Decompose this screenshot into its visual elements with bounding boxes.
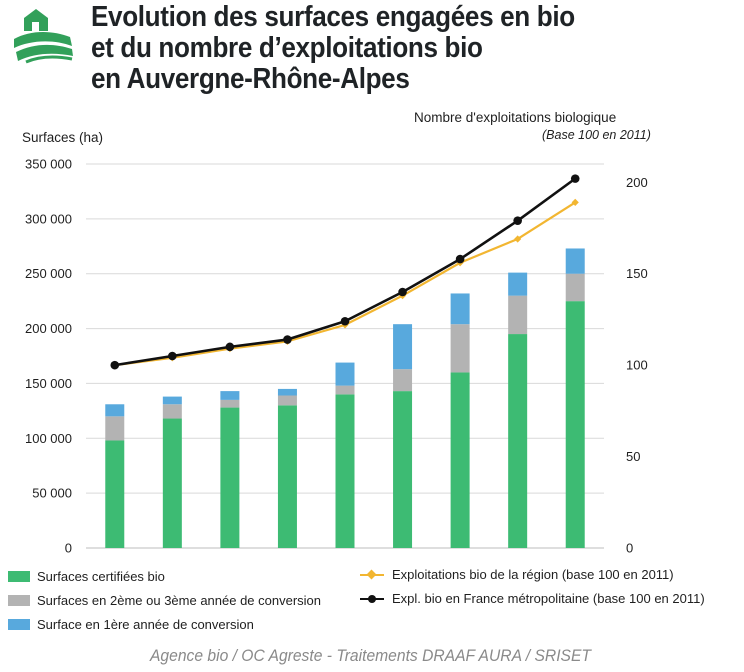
bar-conversion-2-3-5	[393, 369, 413, 392]
bar-conversion-1-0	[105, 404, 125, 417]
legend-swatch-conversion-1	[8, 619, 30, 630]
y2-tick-label-2: 100	[626, 358, 648, 373]
bar-conversion-2-3-3	[277, 395, 297, 406]
title-line-1: Evolution des surfaces engagées en bio	[91, 1, 575, 33]
y-tick-label-7: 350 000	[25, 157, 72, 172]
y2-tick-label-1: 50	[626, 449, 640, 464]
line-france	[114, 177, 576, 367]
legend-label-france: Expl. bio en France métropolitaine (base…	[392, 591, 705, 606]
line-france-point-8	[570, 174, 580, 183]
line-france-point-0	[110, 360, 120, 370]
bar-certified-7	[508, 334, 528, 548]
bar-certified-8	[565, 301, 585, 548]
line-france-point-2	[225, 342, 235, 352]
y-tick-label-6: 300 000	[25, 211, 72, 226]
bar-conversion-2-3-1	[162, 404, 182, 419]
bar-conversion-2-3-2	[220, 399, 240, 408]
bar-conversion-2-3-7	[508, 295, 528, 335]
line-france-point-4	[340, 316, 350, 326]
chart-title: Evolution des surfaces engagées en bio e…	[91, 2, 595, 95]
line-france-point-5	[398, 287, 407, 297]
bar-conversion-1-3	[277, 388, 297, 396]
legend-line-france	[360, 593, 384, 605]
line-france-point-3	[283, 335, 292, 344]
source-note: Agence bio / OC Agreste - Traitements DR…	[150, 646, 591, 665]
legend-item-region-line: Exploitations bio de la région (base 100…	[360, 567, 674, 582]
bar-conversion-1-4	[335, 362, 355, 386]
bar-conversion-1-5	[393, 324, 413, 370]
y2-tick-label-3: 150	[626, 266, 648, 281]
y2-tick-label-0: 0	[626, 541, 633, 556]
bar-conversion-2-3-6	[450, 324, 470, 373]
bar-conversion-1-2	[220, 391, 240, 400]
y-tick-label-5: 250 000	[25, 266, 72, 281]
bar-conversion-2-3-8	[565, 273, 585, 302]
bar-conversion-1-6	[450, 293, 470, 325]
line-france-point-6	[455, 254, 465, 264]
y-tick-label-2: 100 000	[25, 431, 72, 446]
bar-conversion-2-3-4	[335, 385, 355, 395]
y-tick-label-1: 50 000	[32, 486, 72, 501]
y-tick-label-3: 150 000	[25, 376, 72, 391]
legend-label-conversion-1: Surface en 1ère année de conversion	[37, 617, 254, 632]
legend-swatch-certified	[8, 571, 30, 582]
bar-certified-3	[277, 405, 297, 548]
y2-axis-subtitle: (Base 100 en 2011)	[542, 128, 651, 142]
legend-item-france-line: Expl. bio en France métropolitaine (base…	[360, 591, 705, 606]
y-tick-label-4: 200 000	[25, 321, 72, 336]
legend-line-region	[360, 569, 384, 581]
legend-item-conversion-2-3: Surfaces en 2ème ou 3ème année de conver…	[8, 593, 321, 608]
legend-swatch-conversion-2-3	[8, 595, 30, 606]
farm-logo-icon	[14, 9, 73, 64]
y-axis-title: Surfaces (ha)	[22, 130, 104, 145]
line-france-point-1	[168, 351, 177, 361]
legend-item-conversion-1: Surface en 1ère année de conversion	[8, 617, 254, 632]
bar-certified-6	[450, 372, 470, 548]
title-line-3: en Auvergne-Rhône-Alpes	[91, 63, 410, 95]
bar-certified-0	[105, 440, 125, 548]
bar-conversion-2-3-0	[105, 416, 125, 441]
bar-conversion-1-8	[565, 248, 585, 274]
line-region-point-8	[571, 198, 579, 206]
bar-certified-2	[220, 407, 240, 548]
legend-label-conversion-2-3: Surfaces en 2ème ou 3ème année de conver…	[37, 593, 322, 608]
title-line-2: et du nombre d’exploitations bio	[91, 32, 483, 64]
y-tick-label-0: 0	[65, 541, 72, 556]
bar-conversion-1-1	[162, 396, 182, 405]
bar-conversion-1-7	[508, 272, 528, 296]
y2-axis-title: Nombre d'exploitations biologique	[414, 110, 617, 125]
line-region-point-7	[514, 235, 522, 243]
legend-label-region: Exploitations bio de la région (base 100…	[392, 567, 674, 582]
bar-certified-4	[335, 394, 355, 548]
line-france-point-7	[513, 216, 522, 225]
bar-certified-1	[162, 418, 182, 548]
bar-certified-5	[393, 391, 413, 548]
legend-item-certified: Surfaces certifiées bio	[8, 569, 165, 584]
legend-label-certified: Surfaces certifiées bio	[37, 569, 165, 584]
y2-tick-label-4: 200	[626, 175, 648, 190]
